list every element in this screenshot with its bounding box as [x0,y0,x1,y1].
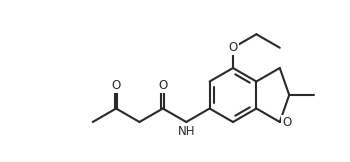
Text: O: O [228,41,238,54]
Text: NH: NH [177,125,195,138]
Text: O: O [282,116,292,128]
Text: O: O [111,79,121,92]
Text: O: O [158,79,168,92]
